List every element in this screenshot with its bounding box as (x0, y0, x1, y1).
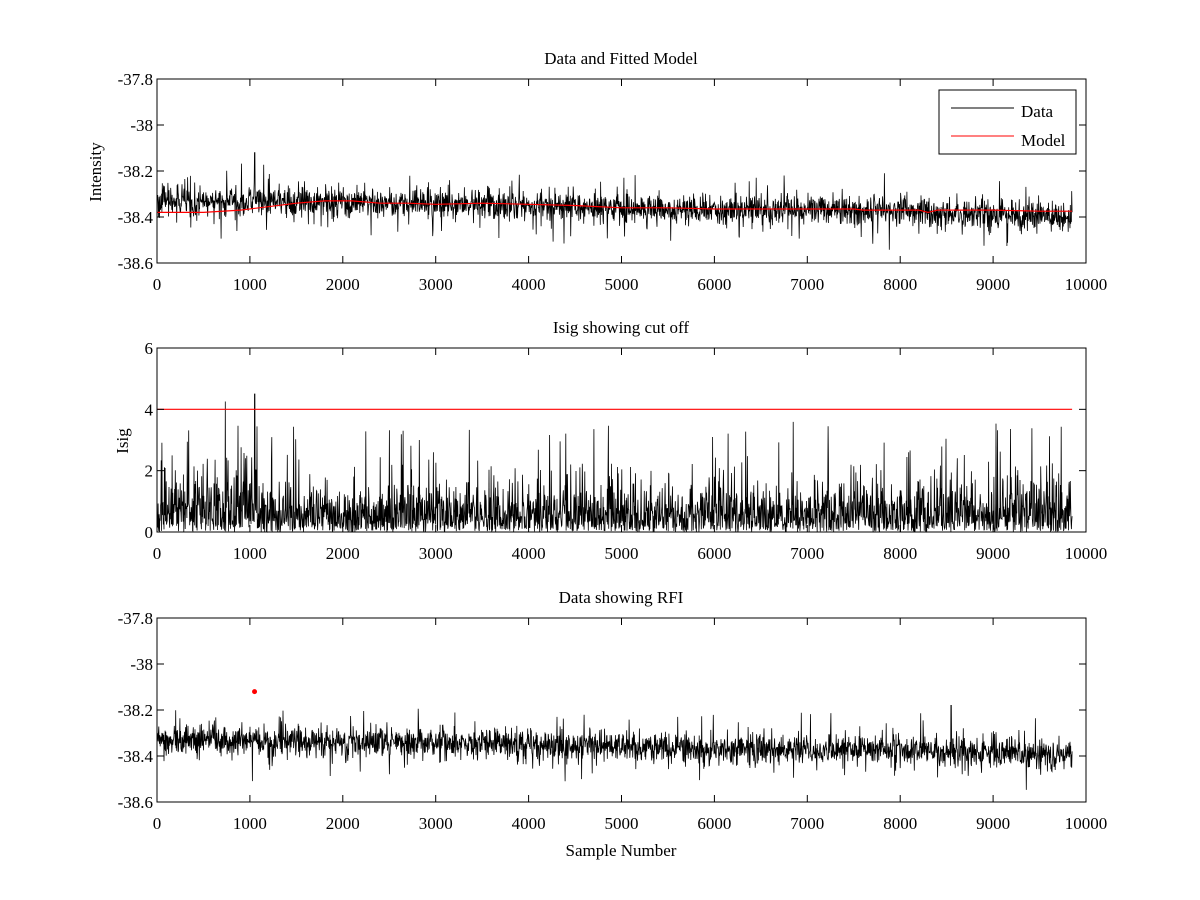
x-tick-label: 10000 (1065, 814, 1108, 833)
y-tick-label: -38.2 (118, 162, 153, 181)
x-tick-label: 3000 (419, 275, 453, 294)
x-tick-label: 10000 (1065, 544, 1108, 563)
legend-label-data: Data (1021, 102, 1054, 121)
subplot-data-and-fitted-model: Data and Fitted Model Intensity 0 1000 200… (86, 49, 1107, 294)
x-tick-label: 5000 (605, 275, 639, 294)
legend-box (938, 89, 1077, 155)
x-tick-label: 4000 (512, 275, 546, 294)
x-tick-label: 8000 (883, 544, 917, 563)
x-tick-label: 9000 (976, 544, 1010, 563)
subplot-2-ylabel: Isig (113, 428, 132, 454)
x-tick-label: 7000 (790, 544, 824, 563)
x-tick-label: 9000 (976, 275, 1010, 294)
subplot-1-title: Data and Fitted Model (544, 49, 698, 68)
x-tick-label: 6000 (697, 544, 731, 563)
series-model-line (157, 200, 1073, 214)
x-tick-label: 4000 (512, 814, 546, 833)
y-tick-label: -37.8 (118, 70, 153, 89)
series-isig-line (156, 393, 1073, 533)
subplot-1-ylabel: Intensity (86, 142, 105, 202)
x-tick-label: 1000 (233, 814, 267, 833)
y-tick-label: 0 (145, 523, 154, 542)
y-tick-label: -38 (130, 116, 153, 135)
x-tick-label: 5000 (605, 544, 639, 563)
subplot-3-series-layer (156, 689, 1073, 790)
subplot-3-title: Data showing RFI (559, 588, 684, 607)
subplot-3-axes: 0 1000 2000 3000 4000 5000 6000 7000 8000 9000 100… (118, 609, 1108, 833)
x-tick-label: 8000 (883, 275, 917, 294)
y-tick-label: 2 (145, 462, 154, 481)
subplot-2-axes: 0 1000 2000 3000 4000 5000 6000 7000 8000 9000 100… (145, 339, 1108, 563)
x-tick-label: 5000 (605, 814, 639, 833)
x-tick-label: 2000 (326, 275, 360, 294)
y-tick-label: -38.6 (118, 793, 153, 812)
series-rfi-point (252, 689, 258, 695)
y-tick-label: -38 (130, 655, 153, 674)
x-tick-label: 8000 (883, 814, 917, 833)
y-tick-label: -38.2 (118, 701, 153, 720)
series-data-line (156, 705, 1073, 790)
x-tick-label: 9000 (976, 814, 1010, 833)
x-tick-label: 3000 (419, 544, 453, 563)
x-tick-label: 0 (153, 814, 162, 833)
x-tick-label: 1000 (233, 275, 267, 294)
x-tick-label: 0 (153, 544, 162, 563)
subplot-data-showing-rfi: Data showing RFI Sample Number 0 1000 2000… (118, 588, 1108, 860)
y-tick-label: -37.8 (118, 609, 153, 628)
y-tick-label: -38.4 (118, 747, 154, 766)
x-tick-label: 4000 (512, 544, 546, 563)
x-tick-label: 10000 (1065, 275, 1108, 294)
subplot-2-title: Isig showing cut off (553, 318, 689, 337)
y-tick-label: -38.4 (118, 208, 154, 227)
subplot-isig-showing-cut-off: Isig showing cut off Isig 0 1000 2000 3000 4… (113, 318, 1107, 563)
y-tick-label: 4 (145, 400, 154, 419)
x-tick-label: 1000 (233, 544, 267, 563)
legend-label-model: Model (1021, 131, 1066, 150)
y-tick-label: 6 (145, 339, 154, 358)
x-tick-label: 7000 (790, 275, 824, 294)
x-tick-label: 6000 (697, 814, 731, 833)
x-tick-label: 2000 (326, 544, 360, 563)
subplot-3-xlabel: Sample Number (566, 841, 677, 860)
x-tick-label: 3000 (419, 814, 453, 833)
x-tick-label: 0 (153, 275, 162, 294)
x-tick-label: 2000 (326, 814, 360, 833)
subplot-1-axes: 0 1000 2000 3000 4000 5000 6000 7000 8000 9000 100… (118, 70, 1108, 294)
x-tick-label: 6000 (697, 275, 731, 294)
subplot-1-series-layer (156, 152, 1073, 250)
legend: Data Model (938, 89, 1077, 155)
subplot-2-series-layer (156, 393, 1073, 533)
y-tick-label: -38.6 (118, 254, 153, 273)
x-tick-label: 7000 (790, 814, 824, 833)
